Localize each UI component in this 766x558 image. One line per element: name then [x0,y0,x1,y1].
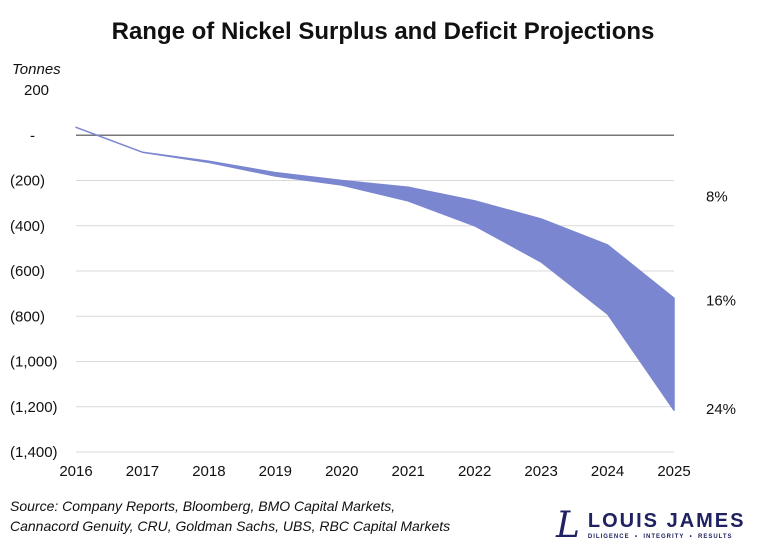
y-axis-label: Tonnes [12,61,61,78]
logo-text: LOUIS JAMES DILIGENCE • INTEGRITY • RESU… [588,510,746,542]
logo-mark: L [556,505,580,546]
y-tick-label: (600) [10,263,45,280]
logo-name: LOUIS JAMES [587,510,746,532]
logo-tagline: DILIGENCE • INTEGRITY • RESULTS [587,534,733,540]
x-tick-label: 2017 [126,463,159,480]
x-tick-label: 2021 [392,463,425,480]
y-tick-label: (1,200) [10,399,58,416]
x-tick-label: 2023 [524,463,557,480]
x-tick-label: 2025 [657,463,690,480]
x-tick-label: 2016 [59,463,92,480]
x-tick-label: 2018 [192,463,225,480]
y-tick-label: (200) [10,173,45,190]
percent-annotation: 16% [706,292,736,309]
x-tick-label: 2020 [325,463,358,480]
source-line: Cannacord Genuity, CRU, Goldman Sachs, U… [10,518,451,534]
louis-james-logo: L LOUIS JAMES DILIGENCE • INTEGRITY • RE… [556,506,745,546]
source-line: Source: Company Reports, Bloomberg, BMO … [10,498,396,514]
y-tick-label: 200 [24,82,49,99]
percent-annotation: 8% [706,188,728,205]
percent-annotation: 24% [706,401,736,418]
y-tick-label: (1,000) [10,354,58,371]
x-tick-label: 2019 [259,463,292,480]
y-tick-label: (800) [10,308,45,325]
y-tick-label: (1,400) [10,444,58,461]
x-tick-label: 2024 [591,463,624,480]
projection-range-area [75,126,675,411]
source-note: Source: Company Reports, Bloomberg, BMO … [10,496,450,536]
y-tick-label: (400) [10,218,45,235]
y-tick-label: - [30,127,35,144]
x-tick-label: 2022 [458,463,491,480]
chart-title: Range of Nickel Surplus and Deficit Proj… [111,18,655,45]
